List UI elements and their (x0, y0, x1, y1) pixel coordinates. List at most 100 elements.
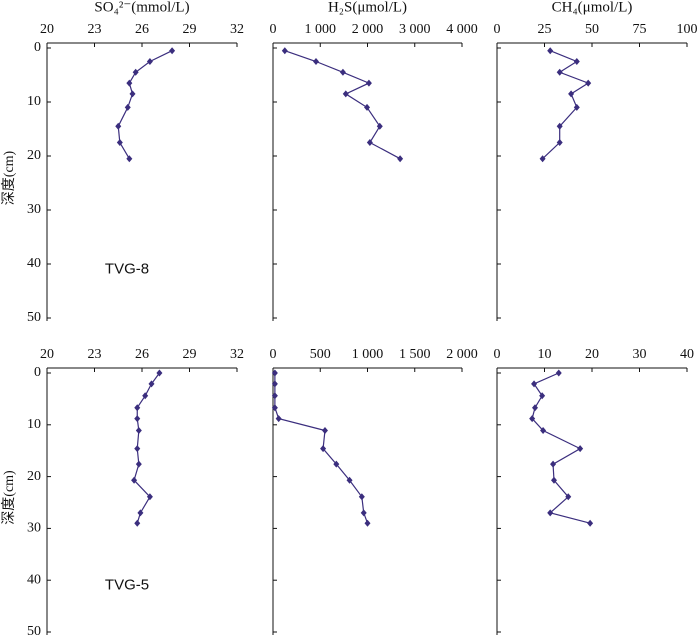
data-point (312, 58, 319, 65)
x-tick-label: 25 (538, 22, 552, 37)
data-point (376, 122, 383, 130)
data-point (271, 404, 278, 412)
x-tick-label: 50 (585, 22, 599, 37)
y-tick-label: 40 (27, 572, 41, 587)
x-tick-label: 26 (135, 22, 149, 37)
data-point (134, 415, 141, 423)
x-tick-label: 32 (230, 347, 244, 362)
x-tick-label: 0 (270, 347, 277, 362)
x-tick-label: 40 (680, 347, 694, 362)
x-tick-label: 0 (270, 22, 277, 37)
data-point (556, 68, 563, 76)
data-point (134, 445, 141, 453)
y-axis-label: 深度(cm) (1, 470, 17, 525)
data-point (551, 476, 557, 484)
data-point (271, 392, 278, 400)
data-point (365, 79, 372, 87)
x-tick-label: 20 (40, 22, 54, 37)
data-point (126, 155, 133, 163)
data-point (126, 79, 133, 87)
data-point (556, 122, 563, 130)
data-point (550, 460, 557, 468)
data-point (146, 58, 153, 65)
y-tick-label: 10 (27, 94, 41, 109)
profile-line (531, 372, 591, 524)
data-point (339, 68, 346, 76)
data-point (587, 519, 594, 527)
data-point (115, 122, 122, 130)
data-point (364, 103, 371, 111)
x-tick-label: 100 (677, 22, 698, 37)
panel-title: CH₄(μmol/L) (552, 0, 633, 15)
x-tick-label: 30 (633, 347, 647, 362)
data-point (342, 90, 349, 98)
data-point (532, 404, 538, 412)
data-point (539, 155, 546, 163)
data-point (565, 493, 572, 501)
x-tick-label: 10 (538, 347, 552, 362)
y-tick-label: 40 (27, 256, 41, 271)
data-point (547, 509, 554, 517)
data-point (568, 90, 575, 98)
data-point (585, 79, 592, 87)
y-tick-label: 20 (27, 148, 41, 163)
y-tick-label: 50 (27, 310, 41, 325)
data-point (132, 68, 139, 76)
data-point (156, 369, 163, 377)
data-point (131, 476, 138, 484)
data-point (540, 426, 547, 434)
data-point (320, 445, 327, 453)
x-tick-label: 75 (633, 22, 647, 37)
data-point (358, 493, 365, 501)
x-tick-label: 500 (310, 347, 331, 362)
y-tick-label: 50 (27, 624, 41, 637)
profile-line (117, 50, 173, 160)
station-label: TVG-8 (105, 260, 149, 277)
panel-title: H₂S(μmol/L) (328, 0, 407, 15)
x-tick-label: 1 000 (305, 22, 337, 37)
x-tick-label: 29 (183, 22, 197, 37)
x-tick-label: 1 000 (352, 347, 384, 362)
data-point (124, 103, 131, 111)
x-tick-label: 20 (40, 347, 54, 362)
x-tick-label: 32 (230, 22, 244, 37)
x-tick-label: 26 (135, 347, 149, 362)
x-tick-label: 2 000 (352, 22, 384, 37)
data-point (366, 139, 373, 146)
data-point (135, 460, 142, 468)
x-tick-label: 4 000 (446, 22, 478, 37)
data-point (529, 415, 536, 423)
x-tick-label: 23 (88, 22, 102, 37)
x-tick-label: 2 000 (446, 347, 478, 362)
data-point (360, 509, 367, 517)
y-tick-label: 0 (34, 40, 41, 55)
data-point (346, 476, 353, 484)
profile-line (542, 50, 590, 160)
data-point (271, 380, 278, 388)
data-point (539, 392, 546, 400)
data-point (135, 426, 142, 434)
y-tick-label: 30 (27, 202, 41, 217)
data-point (116, 139, 123, 146)
x-tick-label: 0 (494, 22, 501, 37)
panel-title: SO₄²⁻(mmol/L) (94, 0, 189, 15)
station-label: TVG-5 (105, 576, 149, 593)
data-point (169, 47, 176, 55)
x-tick-label: 1 500 (399, 347, 431, 362)
x-tick-label: 23 (88, 347, 102, 362)
data-point (134, 404, 141, 412)
data-point (573, 58, 580, 65)
data-point (129, 90, 136, 98)
data-point (555, 369, 562, 377)
data-point (271, 369, 278, 377)
data-point (333, 460, 340, 468)
y-axis-label: 深度(cm) (1, 150, 17, 205)
data-point (573, 103, 580, 111)
x-tick-label: 0 (494, 347, 501, 362)
data-point (397, 155, 404, 163)
profile-line (284, 50, 401, 160)
data-point (137, 509, 144, 517)
data-point (281, 47, 288, 55)
data-point (577, 445, 584, 453)
